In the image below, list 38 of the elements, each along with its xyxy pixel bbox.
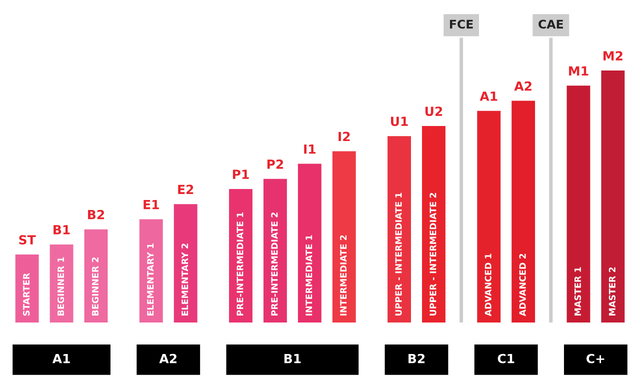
annotation: E2	[178, 184, 194, 194]
annotation: I1	[304, 144, 316, 154]
text: B2	[408, 354, 425, 364]
x-tick-label: ELEMENTARY 2	[182, 244, 188, 316]
x-tick-label: BEGINNER 2	[92, 257, 99, 316]
annotation: P2	[267, 159, 284, 169]
annotation: I2	[338, 132, 350, 142]
x-tick-label: ADVANCED 1	[484, 254, 492, 316]
text: A2	[159, 354, 176, 364]
x-tick-label: ADVANCED 2	[519, 254, 526, 316]
annotation: M2	[604, 51, 622, 60]
text: CAE	[538, 20, 563, 29]
annotation: E1	[144, 200, 159, 210]
annotation: A2	[514, 81, 532, 91]
x-tick-label: ELEMENTARY 1	[147, 244, 154, 316]
annotation: B2	[88, 210, 104, 220]
annotation: U1	[390, 116, 408, 126]
annotation: B1	[54, 225, 70, 234]
annotation: ST	[19, 235, 36, 245]
x-tick-label: INTERMEDIATE 1	[306, 235, 312, 316]
x-tick-label: INTERMEDIATE 2	[340, 235, 347, 316]
x-tick-label: STARTER	[22, 273, 30, 316]
text: A1	[52, 354, 70, 364]
x-tick-label: UPPER - INTERMEDIATE 1	[395, 192, 402, 316]
x-tick-label: MASTER 2	[608, 267, 616, 316]
x-tick-label: PRE-INTERMEDIATE 1	[236, 212, 244, 316]
annotation: M1	[569, 66, 588, 76]
text: B1	[284, 354, 301, 364]
x-tick-label: BEGINNER 1	[57, 257, 64, 316]
x-tick-label: UPPER - INTERMEDIATE 2	[430, 193, 436, 316]
annotation: A1	[480, 92, 498, 101]
x-tick-label: PRE-INTERMEDIATE 2	[271, 212, 278, 316]
text: C1	[498, 354, 514, 364]
annotation: P1	[232, 170, 249, 179]
text: C+	[586, 354, 604, 364]
text: FCE	[450, 20, 473, 29]
x-tick-label: MASTER 1	[574, 267, 581, 316]
annotation: U2	[425, 106, 442, 116]
